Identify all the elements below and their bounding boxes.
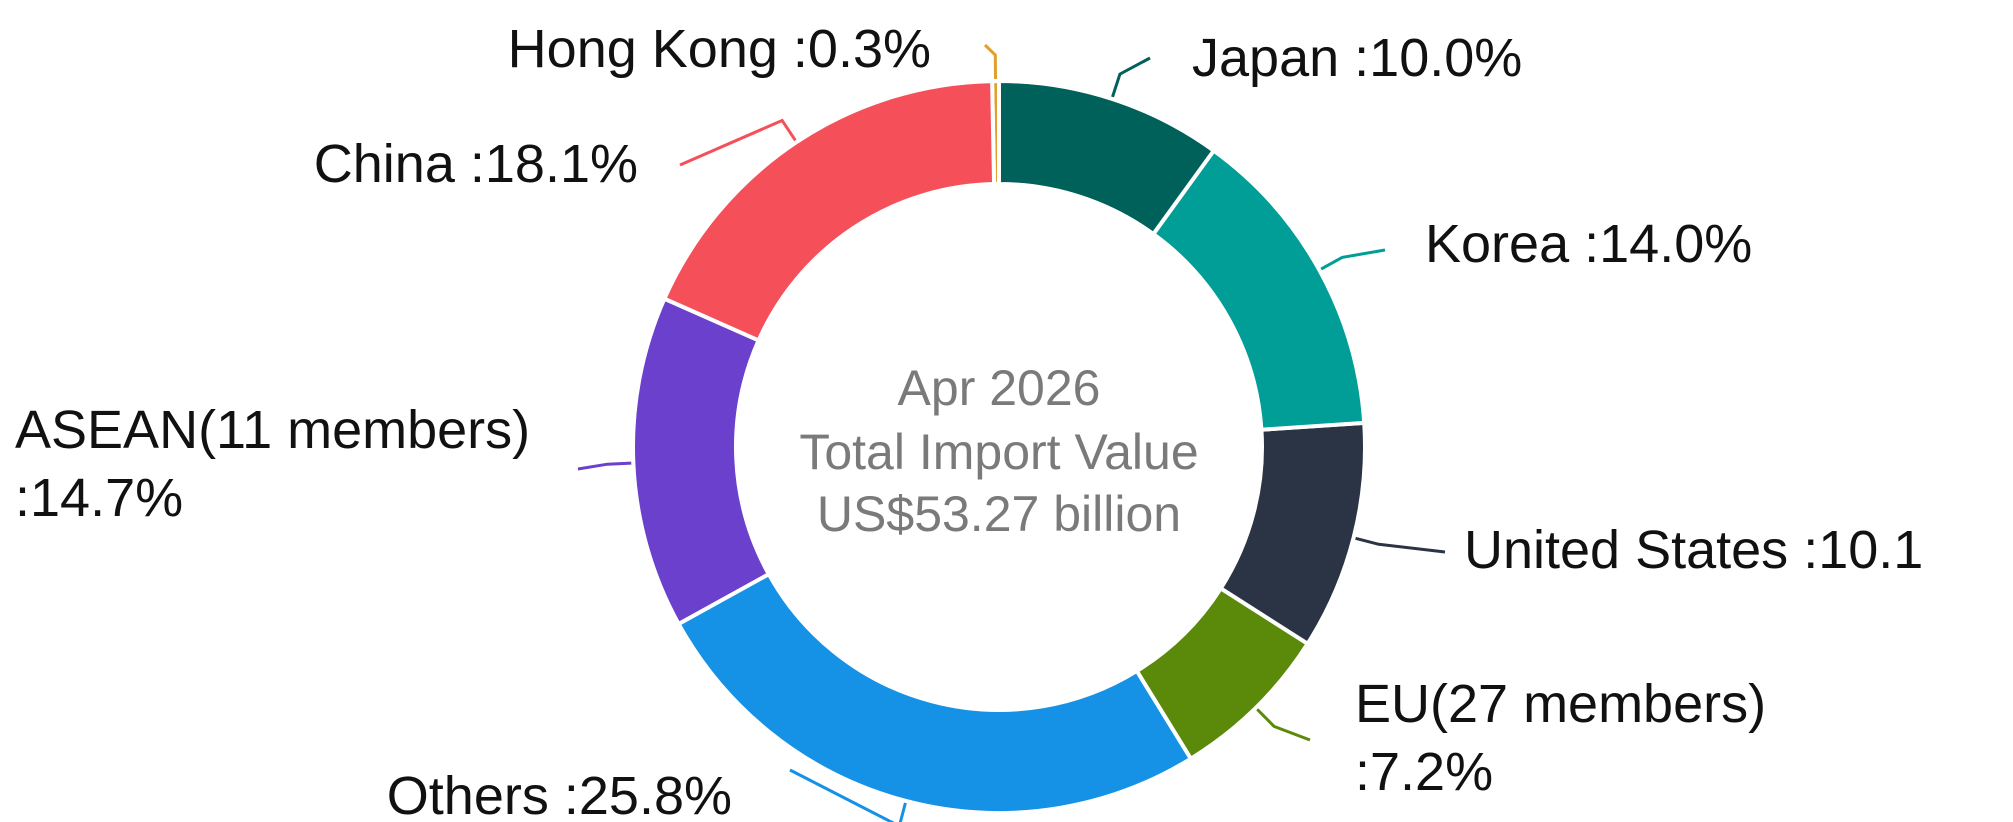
value-label: :7.2% — [1355, 742, 1494, 802]
slice-label: Japan :10.0% — [1192, 24, 1522, 92]
value-label: :14.7% — [15, 468, 184, 528]
leader-line — [1355, 536, 1446, 554]
slice — [1218, 420, 1367, 647]
slice-label: ASEAN(11 members) :14.7% — [15, 396, 535, 532]
category-label: China — [313, 134, 455, 194]
slice-label: Korea :14.0% — [1425, 210, 1752, 278]
slice-label: EU(27 members) :7.2% — [1355, 670, 1795, 806]
leader-line — [1111, 56, 1151, 98]
slice — [997, 78, 1217, 237]
category-label: Korea — [1425, 214, 1570, 274]
value-label: :10.1 — [1803, 520, 1924, 580]
slice-label: Hong Kong :0.3% — [508, 15, 931, 83]
category-label: United States — [1464, 520, 1789, 580]
slice — [1150, 147, 1367, 432]
category-label: EU(27 members) — [1355, 674, 1767, 734]
category-label: Japan — [1192, 28, 1340, 88]
category-label: Hong Kong — [507, 19, 778, 79]
center-text: Apr 2026 — [898, 360, 1101, 416]
leader-line — [789, 768, 907, 822]
value-label: :25.8% — [563, 766, 732, 822]
leader-line — [577, 461, 632, 471]
slice — [631, 296, 772, 627]
category-label: Others — [386, 766, 549, 822]
slice — [661, 79, 997, 344]
value-label: :18.1% — [469, 134, 638, 194]
slice-label: Others :25.8% — [387, 762, 732, 822]
slice-label: China :18.1% — [314, 130, 638, 198]
category-label: ASEAN(11 members) — [15, 400, 531, 460]
leader-line — [679, 118, 797, 167]
slice — [1134, 585, 1311, 762]
leader-line — [983, 43, 998, 80]
value-label: :14.0% — [1584, 214, 1753, 274]
leader-line — [1320, 248, 1386, 271]
slice — [675, 571, 1194, 815]
value-label: :0.3% — [792, 19, 931, 79]
center-text: US$53.27 billion — [817, 486, 1181, 542]
value-label: :10.0% — [1354, 28, 1523, 88]
center-text: Total Import Value — [799, 424, 1198, 480]
leader-line — [1256, 708, 1311, 742]
slice-label: United States :10.1 — [1464, 516, 1923, 584]
